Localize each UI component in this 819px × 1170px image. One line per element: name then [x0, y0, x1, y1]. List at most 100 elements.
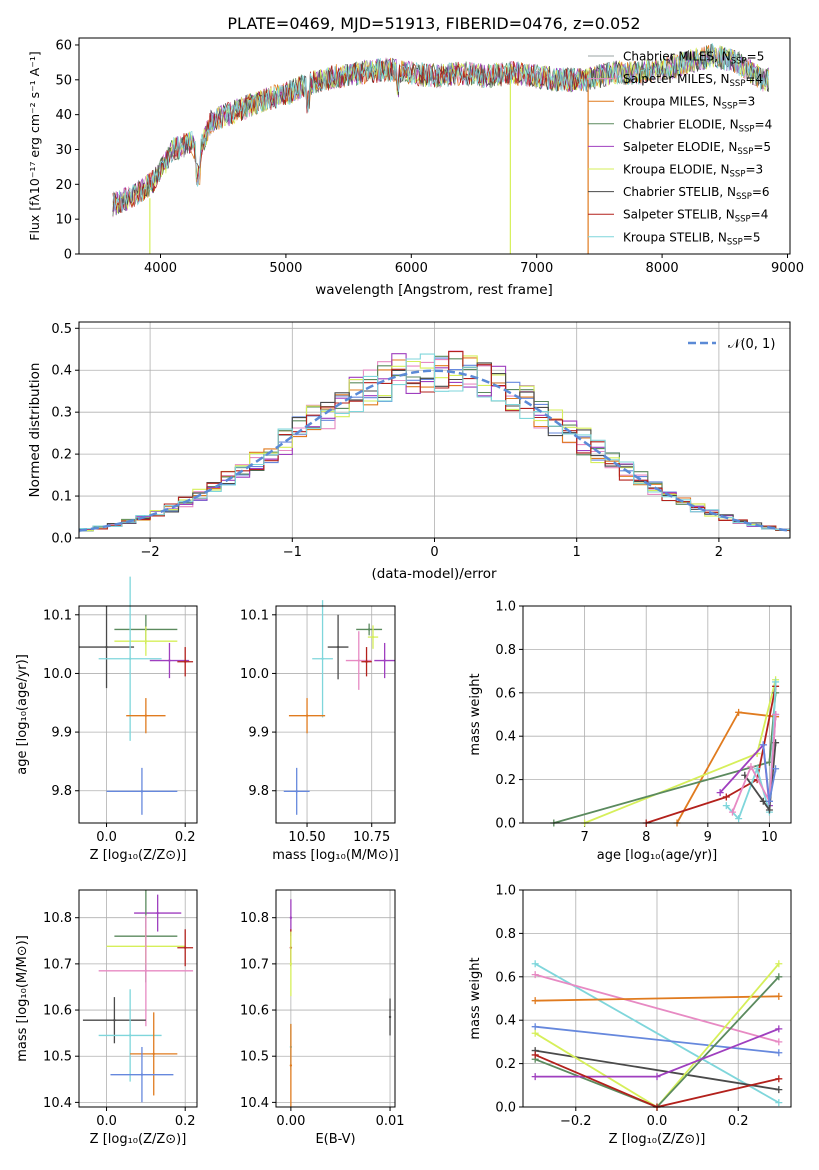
- weight-vs-age-panel: 7 8 9 10 0.0 0.2 0.4 0.6 0.8 1.0 age [log₁₀(age/yr…: [468, 600, 792, 863]
- data-point: [144, 639, 148, 643]
- data-point: [184, 660, 187, 663]
- y-tick-label: 10.6: [43, 1004, 72, 1019]
- x-tick-label: −0.2: [560, 1114, 592, 1129]
- spectrum-panel: 4000 5000 6000 7000 8000 9000 0 10 20 30 40 50 60 wa…: [27, 37, 804, 298]
- data-point: [295, 790, 298, 793]
- weight-series-line: [731, 714, 777, 813]
- y-tick-label: 10.6: [240, 1004, 269, 1019]
- x-tick-label: 8: [642, 830, 650, 845]
- weight-marker: [722, 793, 730, 801]
- weight-marker: [759, 741, 767, 749]
- hist-steps: [79, 350, 790, 533]
- y-tick-label: 10.1: [43, 608, 72, 623]
- x-tick-label: 10: [761, 830, 778, 845]
- y-tick-label: 9.9: [248, 726, 269, 741]
- x-axis-label: mass [log₁₀(M/M⊙)]: [272, 848, 399, 863]
- data-point: [289, 1064, 293, 1067]
- figure-title: PLATE=0469, MJD=51913, FIBERID=0476, z=0…: [227, 14, 640, 33]
- hist-ylabel: Normed distribution: [27, 363, 43, 498]
- y-tick-label: 10: [55, 213, 72, 228]
- residual-histogram-panel: −2 −1 0 1 2 0.0 0.1 0.2 0.3 0.4 0.5 (data-model)/e…: [27, 321, 791, 582]
- weight-marker: [775, 1049, 783, 1057]
- weight-marker: [735, 708, 743, 716]
- x-tick-label: 7: [580, 830, 588, 845]
- y-axis-label: age [log₁₀(age/yr)]: [15, 654, 30, 775]
- age-vs-z-panel: 0.0 0.2 9.8 9.9 10.0 10.1 Z [log₁₀(Z/Z⊙)] age […: [15, 576, 198, 863]
- data-point: [367, 628, 371, 631]
- x-tick-label: 0.01: [376, 1114, 405, 1129]
- y-tick-label: 0.2: [495, 773, 516, 788]
- x-tick-label: 0.2: [728, 1114, 749, 1129]
- hist-xlabel: (data-model)/error: [371, 566, 497, 582]
- y-tick-label: 0.4: [51, 364, 72, 379]
- plot-frame: [78, 605, 198, 824]
- weight-marker: [775, 992, 783, 1000]
- y-tick-label: 9.8: [248, 784, 269, 799]
- weight-marker: [747, 763, 755, 771]
- y-tick-label: 0.2: [495, 1057, 516, 1072]
- x-tick-label: 0.2: [175, 1114, 196, 1129]
- normal-curve: [78, 369, 791, 532]
- x-tick-label: 9: [704, 830, 712, 845]
- x-tick-label: 0.00: [276, 1114, 305, 1129]
- spectrum-ylabel: Flux [fλ10⁻¹⁷ erg cm⁻² s⁻¹ A⁻¹]: [27, 51, 42, 240]
- y-tick-label: 60: [55, 38, 72, 53]
- plot-frame: [275, 889, 396, 1108]
- y-tick-label: 9.9: [51, 726, 72, 741]
- data-point: [152, 1052, 155, 1056]
- x-axis-label: Z [log₁₀(Z/Z⊙)]: [609, 1132, 706, 1147]
- weight-marker: [772, 711, 780, 718]
- y-tick-label: 0.4: [495, 730, 516, 745]
- y-tick-label: 10.4: [240, 1096, 269, 1111]
- y-tick-label: 0.8: [495, 927, 516, 942]
- y-tick-label: 10.5: [240, 1050, 269, 1065]
- legend-label: Chabrier ELODIE, NSSP=4: [623, 117, 772, 134]
- weight-marker: [775, 973, 783, 981]
- x-tick-label: −1: [283, 545, 302, 560]
- x-tick-label: 7000: [520, 261, 553, 276]
- y-tick-label: 1.0: [495, 600, 516, 615]
- hist-legend-label: 𝒩(0, 1): [728, 337, 775, 352]
- x-tick-label: 4000: [144, 261, 177, 276]
- y-tick-label: 10.7: [240, 957, 269, 972]
- weight-marker: [765, 797, 773, 805]
- data-point: [289, 962, 293, 966]
- weight-series-line: [535, 1025, 779, 1054]
- weight-marker: [716, 789, 724, 797]
- y-tick-label: 10.0: [43, 667, 72, 682]
- plot-frame: [522, 889, 792, 1108]
- weight-series-line: [534, 973, 780, 1043]
- x-tick-label: 0.0: [96, 830, 117, 845]
- data-point: [383, 659, 386, 662]
- weight-series-line: [534, 963, 780, 1104]
- legend-label: Salpeter ELODIE, NSSP=5: [623, 140, 771, 157]
- data-point: [105, 645, 108, 649]
- y-tick-label: 40: [55, 108, 72, 123]
- weight-marker: [775, 960, 783, 968]
- spectrum-series-line: [112, 60, 589, 214]
- legend-label: Salpeter STELIB, NSSP=4: [623, 208, 768, 225]
- data-point: [140, 790, 144, 793]
- data-point: [156, 911, 159, 915]
- y-tick-label: 0.2: [51, 448, 72, 463]
- data-point: [128, 657, 132, 660]
- y-tick-label: 0.4: [495, 1014, 516, 1029]
- y-tick-label: 30: [55, 143, 72, 158]
- legend-label: Kroupa MILES, NSSP=3: [623, 95, 755, 112]
- weight-marker: [531, 1023, 539, 1031]
- x-tick-label: 9000: [771, 261, 804, 276]
- weight-marker: [772, 678, 780, 686]
- data-point: [289, 916, 293, 919]
- y-tick-label: 10.8: [240, 911, 269, 926]
- y-tick-label: 0.5: [51, 322, 72, 337]
- y-tick-label: 10.0: [240, 667, 269, 682]
- x-tick-label: 0.2: [175, 830, 196, 845]
- x-tick-label: 1: [573, 545, 581, 560]
- weight-marker: [753, 765, 761, 773]
- weight-series-line: [535, 995, 779, 1002]
- weight-marker: [531, 1073, 539, 1081]
- y-axis-label: mass weight: [468, 957, 483, 1039]
- x-tick-label: 5000: [269, 261, 302, 276]
- x-tick-label: −2: [141, 545, 160, 560]
